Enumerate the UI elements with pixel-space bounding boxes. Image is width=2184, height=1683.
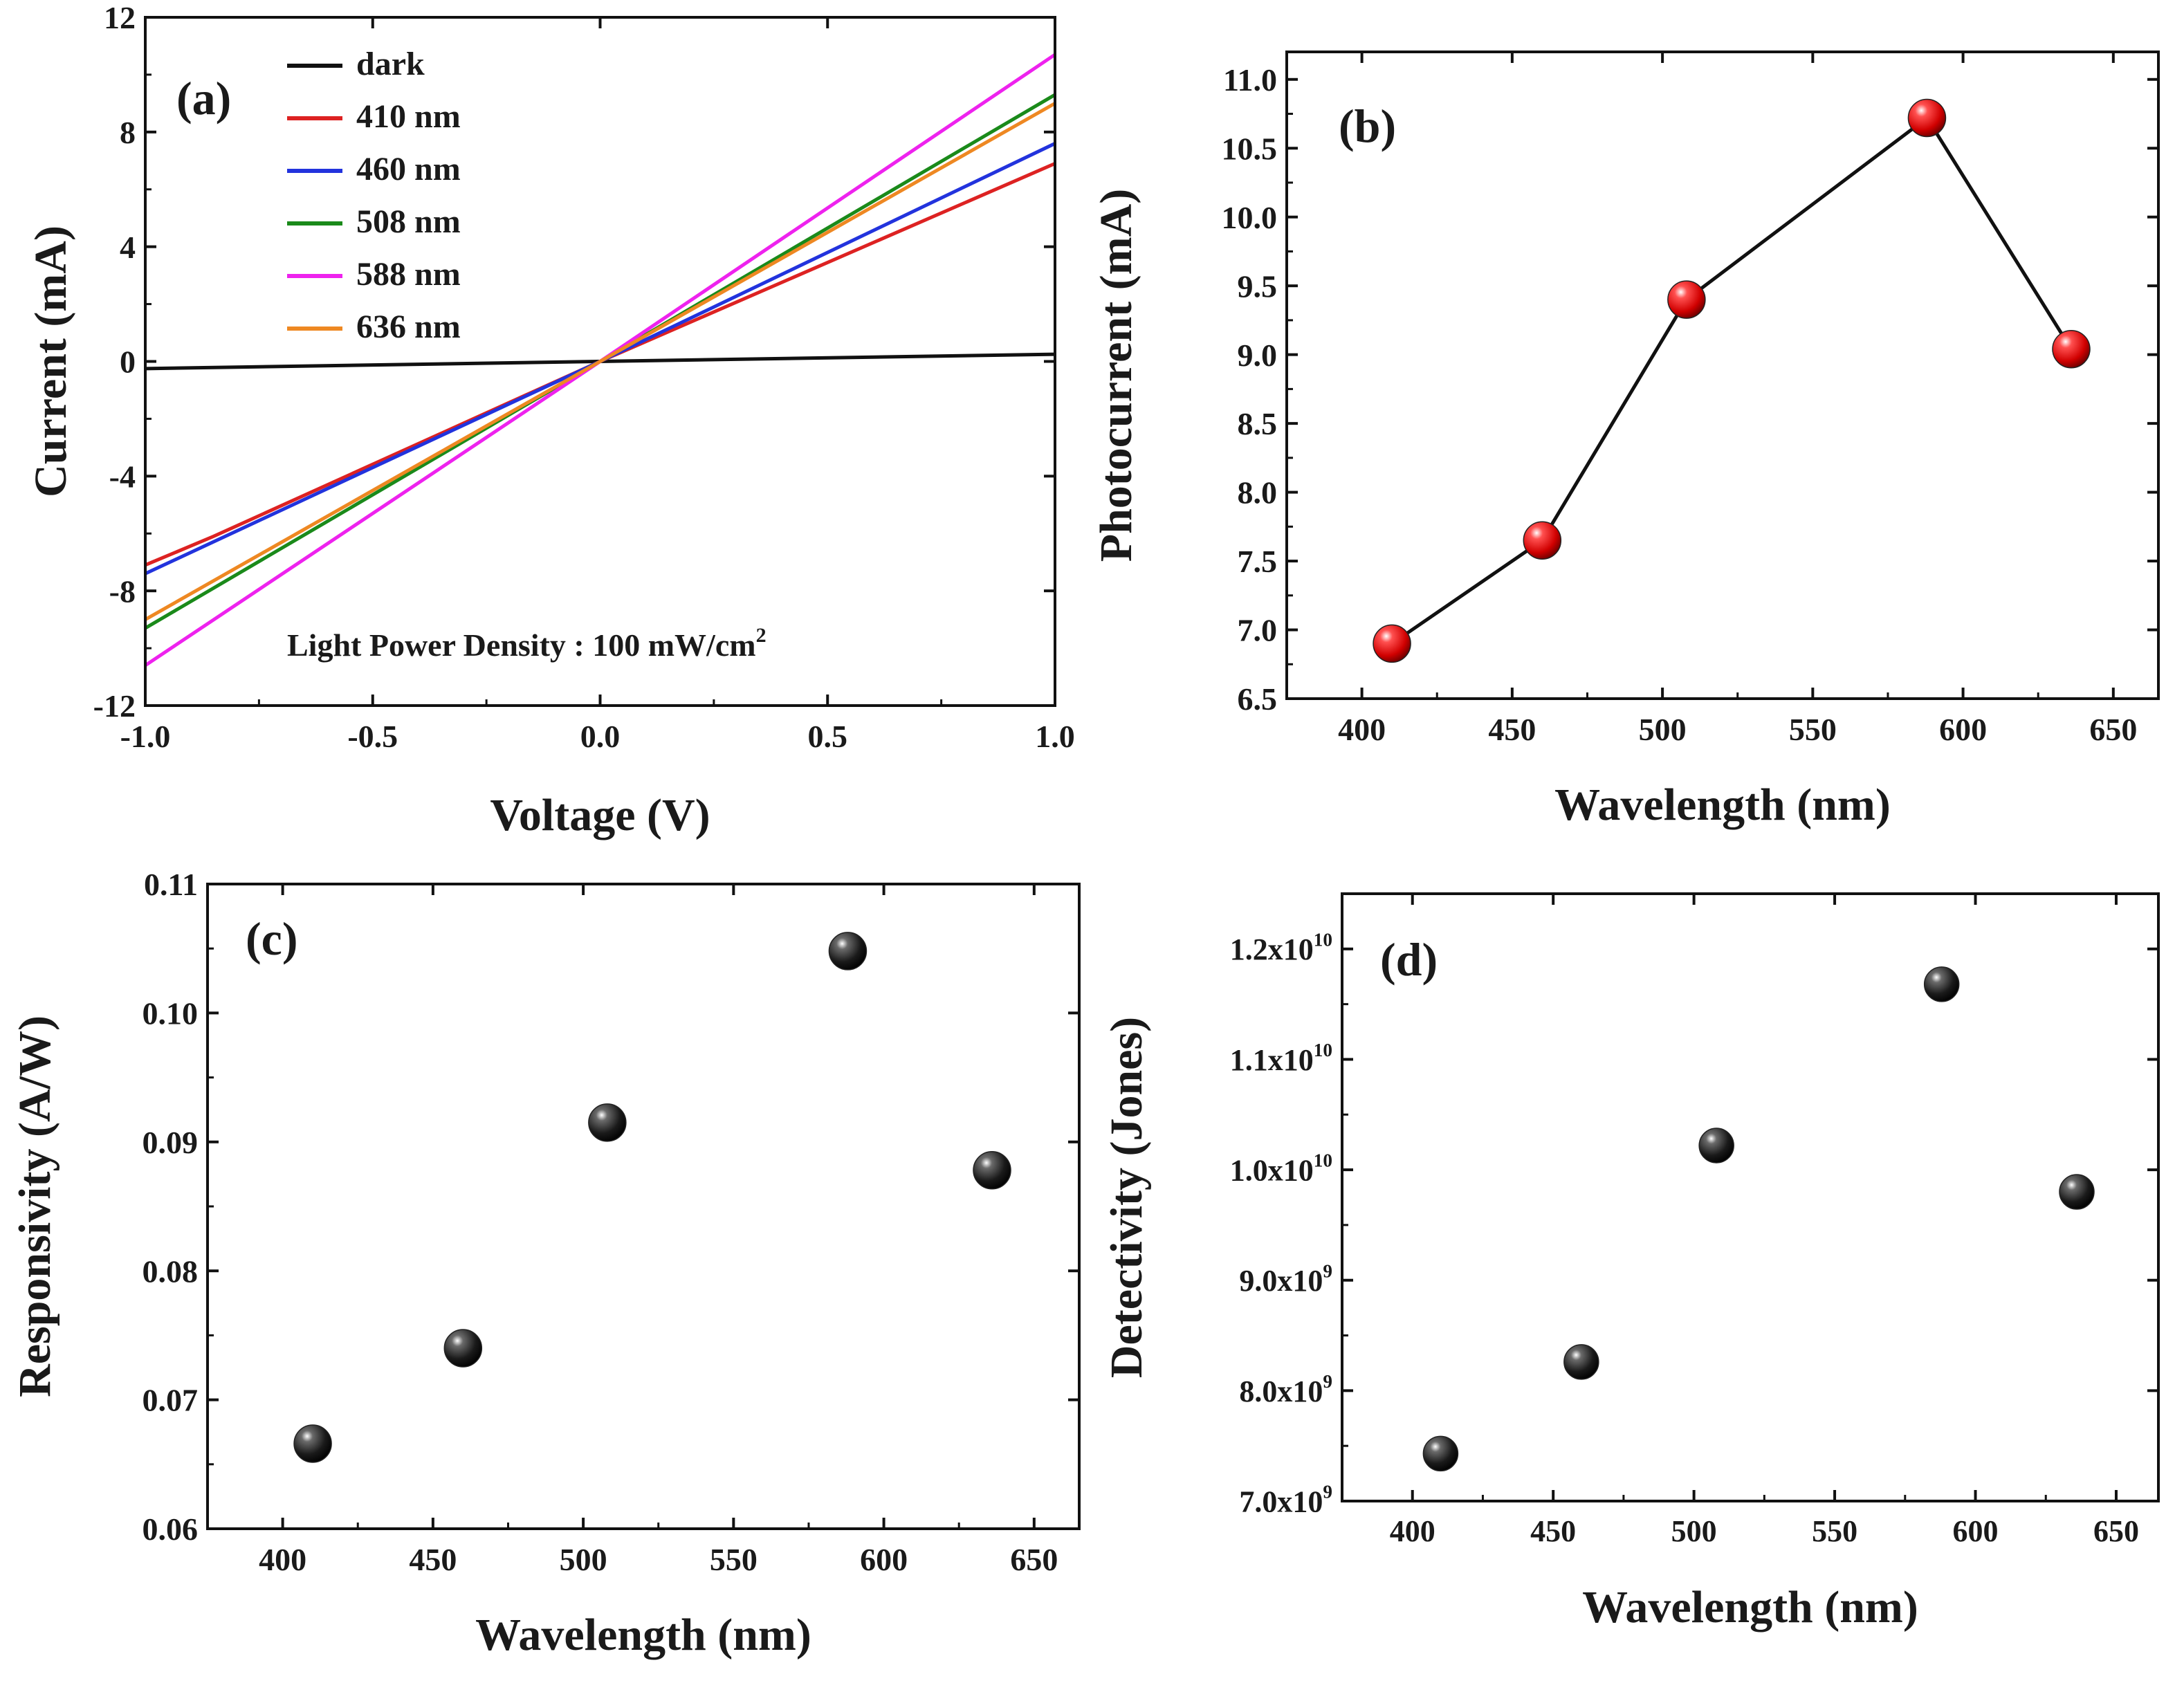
x-tick-label: 400 <box>259 1542 306 1577</box>
data-point <box>588 1103 627 1142</box>
x-axis-title: Voltage (V) <box>490 790 710 840</box>
y-tick-label: 0.06 <box>143 1511 199 1547</box>
data-point <box>2052 329 2091 369</box>
x-tick-label: 400 <box>1390 1514 1435 1548</box>
data-point <box>973 1151 1011 1190</box>
legend-label: 636 nm <box>356 309 461 345</box>
data-point <box>1698 1128 1734 1164</box>
y-tick-label: -4 <box>109 459 136 494</box>
data-point <box>293 1424 332 1463</box>
x-tick-label: 500 <box>1639 712 1687 747</box>
y-tick-label: 1.2x1010 <box>1230 929 1332 966</box>
x-tick-label: 450 <box>1488 712 1536 747</box>
y-tick-label: 8.5 <box>1238 406 1278 441</box>
panel-label: (a) <box>176 72 231 125</box>
x-tick-label: -1.0 <box>120 719 171 754</box>
x-tick-label: 600 <box>860 1542 908 1577</box>
x-tick-label: 600 <box>1953 1514 1999 1548</box>
x-axis-title: Wavelength (nm) <box>1582 1582 1918 1633</box>
y-tick-label: -8 <box>109 573 136 609</box>
data-point <box>1907 98 1947 138</box>
y-tick-label: 10.5 <box>1222 131 1278 166</box>
y-tick-label: 8 <box>120 115 136 150</box>
x-tick-label: 0.5 <box>808 719 848 754</box>
panel-c-responsivity: 400 450 500 550 600 650 0.06 0.07 0.08 0.09 0.10 0.… <box>10 867 1081 1660</box>
y-axis-title: Current (mA) <box>26 226 76 497</box>
y-tick-label: 0 <box>120 344 136 380</box>
y-tick-label: 1.1x1010 <box>1230 1040 1332 1077</box>
x-tick-label: 600 <box>1939 712 1987 747</box>
y-tick-label: 9.0x109 <box>1239 1260 1332 1298</box>
x-tick-label: 550 <box>710 1542 758 1577</box>
y-tick-label: 1.0x1010 <box>1230 1150 1332 1188</box>
y-tick-label: 9.0 <box>1238 338 1278 373</box>
x-tick-label: -0.5 <box>347 719 398 754</box>
data-point <box>828 932 868 971</box>
x-tick-label: 1.0 <box>1035 719 1075 754</box>
y-tick-label: 7.0 <box>1238 613 1278 648</box>
y-tick-label: 10.0 <box>1222 200 1278 235</box>
x-tick-label: 550 <box>1812 1514 1857 1548</box>
plot-frame <box>1285 50 2160 700</box>
y-tick-label: 0.10 <box>143 996 199 1031</box>
y-tick-label: 0.08 <box>143 1253 199 1289</box>
x-axis-title: Wavelength (nm) <box>1554 780 1891 830</box>
legend-label: 588 nm <box>356 256 461 293</box>
y-axis-title: Photocurrent (mA) <box>1091 189 1141 562</box>
series-line-460-nm <box>144 142 1056 576</box>
y-tick-label: 7.0x109 <box>1239 1482 1332 1519</box>
x-tick-label: 650 <box>2093 1514 2139 1548</box>
data-point <box>2059 1174 2095 1210</box>
panel-d-detectivity: 400 450 500 550 600 650 7.0x109 8.0x109 9.0x109 1… <box>1101 892 2160 1633</box>
y-tick-label: 8.0x109 <box>1239 1371 1332 1408</box>
data-point <box>443 1329 483 1368</box>
y-tick-label: 9.5 <box>1238 268 1278 304</box>
panel-label: (c) <box>246 912 297 965</box>
y-tick-label: 0.09 <box>143 1125 199 1160</box>
x-axis-title: Wavelength (nm) <box>475 1610 811 1660</box>
data-point <box>1667 280 1706 319</box>
x-tick-label: 650 <box>1010 1542 1058 1577</box>
x-tick-label: 450 <box>1530 1514 1576 1548</box>
plot-frame <box>1341 892 2160 1502</box>
x-tick-label: 650 <box>2089 712 2137 747</box>
plot-frame <box>206 883 1081 1530</box>
data-point <box>1563 1344 1599 1380</box>
x-tick-label: 500 <box>1671 1514 1717 1548</box>
panel-a-iv-curves: -1.0 -0.5 0.0 0.5 1.0 -12 -8 -4 0 4 8 12 Voltage (V)… <box>26 0 1075 840</box>
y-tick-label: 11.0 <box>1223 62 1277 98</box>
x-tick-label: 500 <box>560 1542 607 1577</box>
connecting-line <box>1391 115 2073 645</box>
panel-label: (b) <box>1339 100 1396 152</box>
series-line-410-nm <box>145 162 1056 567</box>
x-tick-label: 450 <box>409 1542 457 1577</box>
y-tick-label: 7.5 <box>1238 544 1278 579</box>
y-tick-label: 0.07 <box>143 1383 199 1418</box>
panel-label: (d) <box>1380 933 1438 986</box>
power-density-annotation: Light Power Density : 100 mW/cm2 <box>287 624 767 663</box>
legend-label: 460 nm <box>356 151 461 187</box>
x-tick-label: 400 <box>1338 712 1386 747</box>
y-axis-title: Detectivity (Jones) <box>1101 1017 1152 1378</box>
y-axis-title: Responsivity (A/W) <box>10 1015 60 1397</box>
legend-label: 508 nm <box>356 203 461 240</box>
y-tick-label: 6.5 <box>1238 681 1278 717</box>
data-point <box>1422 1435 1459 1472</box>
x-tick-label: 550 <box>1789 712 1837 747</box>
data-point <box>1523 521 1562 560</box>
legend-label: 410 nm <box>356 98 461 135</box>
panel-b-photocurrent: 400 450 500 550 600 650 6.5 7.0 7.5 8.0 8.5 9.0 9.5 1… <box>1091 50 2160 830</box>
data-point <box>1923 966 1960 1002</box>
legend-label: dark <box>356 46 425 82</box>
y-tick-label: 12 <box>104 0 136 35</box>
data-point <box>1373 624 1411 663</box>
series-line-636-nm <box>144 102 1056 621</box>
x-tick-label: 0.0 <box>580 719 621 754</box>
y-tick-label: 8.0 <box>1238 475 1278 511</box>
y-tick-label: 0.11 <box>144 867 198 902</box>
y-tick-label: 4 <box>120 230 136 265</box>
y-tick-label: -12 <box>93 688 136 724</box>
